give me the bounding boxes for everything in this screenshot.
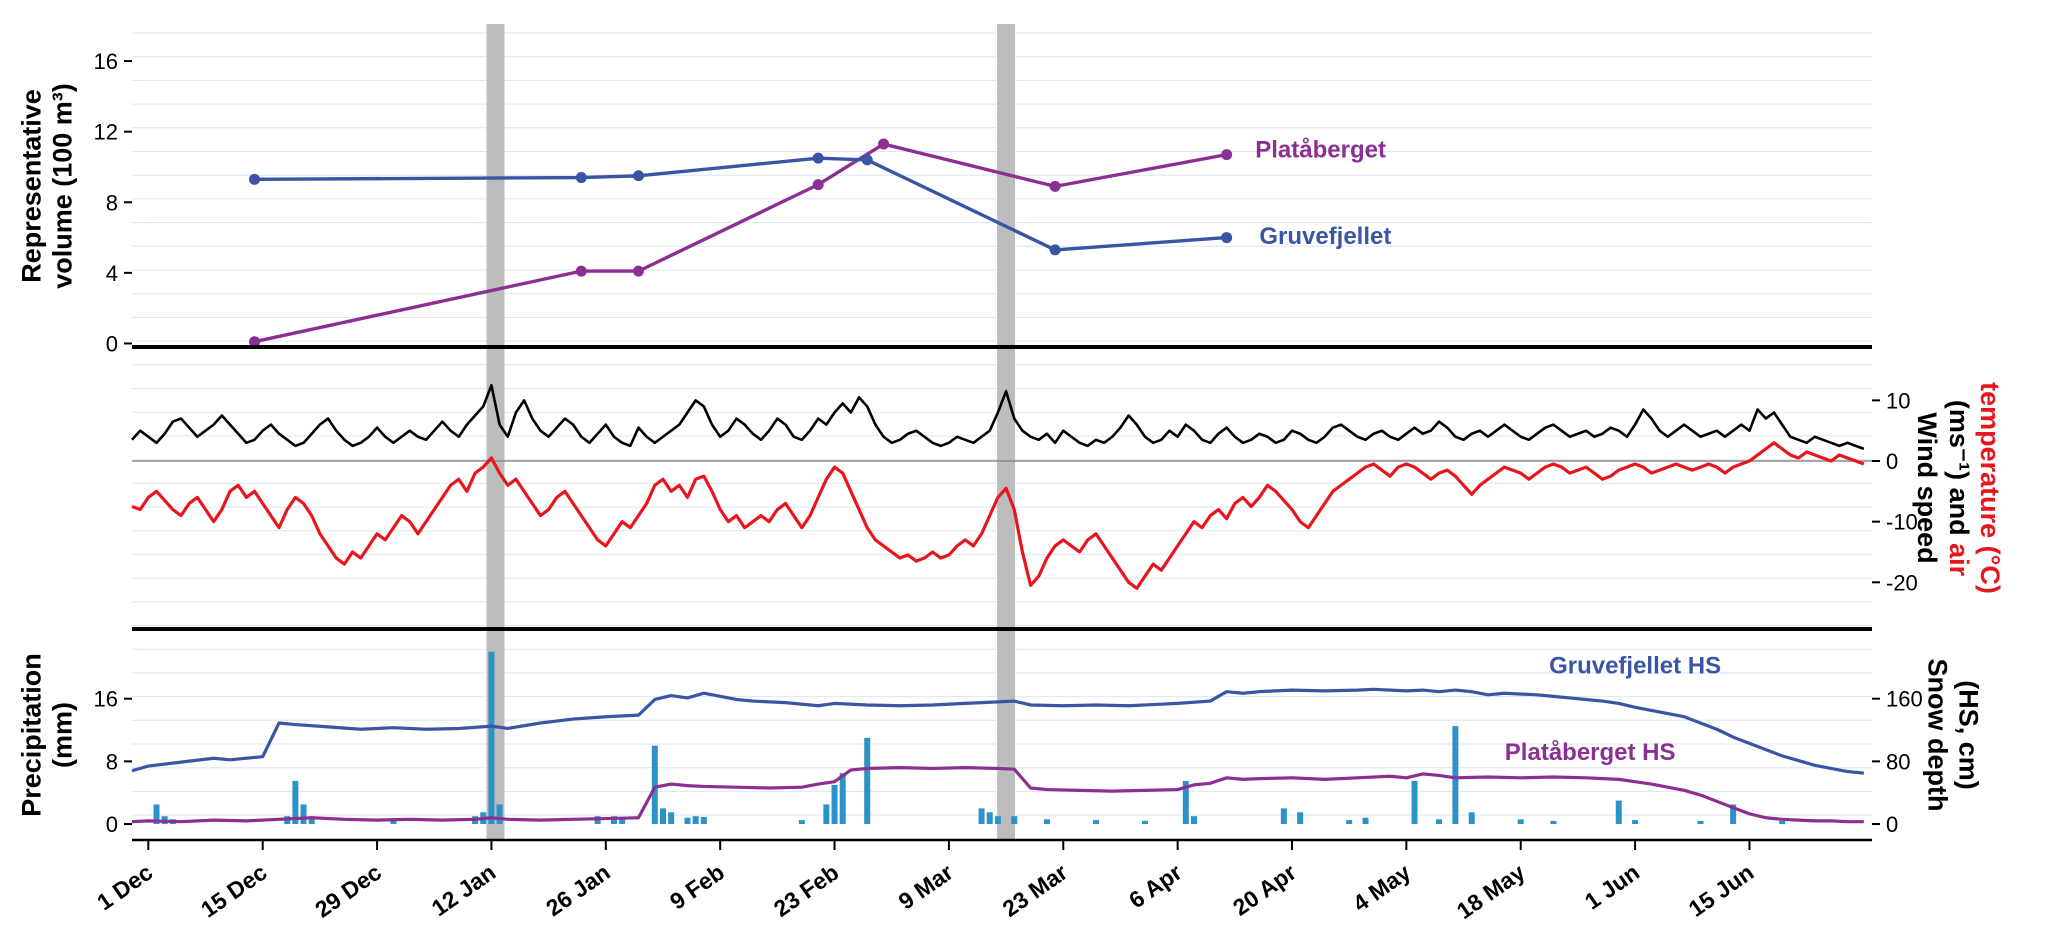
svg-text:80: 80 — [1886, 749, 1910, 774]
volume-axis-title: Representative volume (100 m³) — [17, 83, 80, 289]
svg-text:Platåberget HS: Platåberget HS — [1505, 739, 1676, 766]
svg-text:0: 0 — [106, 812, 118, 837]
svg-text:16: 16 — [94, 687, 118, 712]
svg-text:12 Jan: 12 Jan — [427, 859, 501, 921]
svg-text:-10: -10 — [1886, 510, 1918, 535]
svg-text:Gruvefjellet HS: Gruvefjellet HS — [1549, 653, 1721, 680]
volume-axis-title-line2: volume (100 m³) — [48, 83, 78, 289]
svg-text:9 Mar: 9 Mar — [894, 859, 958, 915]
svg-text:10: 10 — [1886, 388, 1910, 413]
svg-text:1 Jun: 1 Jun — [1580, 859, 1644, 915]
svg-text:0: 0 — [106, 331, 118, 356]
svg-text:8: 8 — [106, 190, 118, 215]
svg-text:160: 160 — [1886, 687, 1923, 712]
svg-text:0: 0 — [1886, 812, 1898, 837]
svg-text:18 May: 18 May — [1452, 859, 1530, 924]
snow-depth-axis-title: (HS, cm) Snow depth — [1921, 658, 1984, 812]
svg-text:15 Jun: 15 Jun — [1684, 859, 1759, 922]
svg-text:Gruvefjellet: Gruvefjellet — [1259, 223, 1391, 250]
svg-text:23 Feb: 23 Feb — [769, 859, 844, 922]
air-axis-text: air — [1943, 543, 1974, 577]
svg-text:0: 0 — [1886, 449, 1898, 474]
svg-text:4: 4 — [106, 261, 118, 286]
svg-text:-20: -20 — [1886, 570, 1918, 595]
volume-axis-title-line1: Representative — [16, 89, 47, 283]
wind-axis-text: (ms⁻¹) and — [1943, 399, 1974, 544]
svg-text:23 Mar: 23 Mar — [998, 859, 1073, 922]
svg-text:16: 16 — [94, 49, 118, 74]
svg-text:12: 12 — [94, 120, 118, 145]
svg-text:1 Dec: 1 Dec — [92, 859, 157, 916]
wind-temp-axis-title-line1: Wind speed — [1912, 412, 1943, 564]
snow-depth-axis-title-line2: (HS, cm) — [1953, 680, 1984, 790]
snow-depth-axis-title-line1: Snow depth — [1922, 658, 1952, 812]
svg-text:9 Feb: 9 Feb — [665, 859, 729, 915]
svg-text:20 Apr: 20 Apr — [1228, 859, 1301, 921]
wind-temp-axis-title: temperature (°C) (ms⁻¹) and air Wind spe… — [1911, 382, 2005, 594]
precipitation-axis-title: Precipitation (mm) — [17, 653, 80, 817]
wind-temp-axis-title-line2: (ms⁻¹) and air — [1942, 382, 1974, 594]
svg-text:15 Dec: 15 Dec — [196, 859, 272, 923]
precipitation-axis-title-line1: Precipitation — [16, 653, 47, 817]
svg-text:8: 8 — [106, 749, 118, 774]
svg-text:4 May: 4 May — [1348, 859, 1415, 917]
svg-text:Platåberget: Platåberget — [1255, 136, 1386, 163]
svg-text:26 Jan: 26 Jan — [541, 859, 615, 921]
precipitation-axis-title-line2: (mm) — [48, 702, 78, 768]
svg-text:6 Apr: 6 Apr — [1124, 859, 1186, 914]
svg-text:29 Dec: 29 Dec — [310, 859, 386, 923]
wind-temp-axis-title-line3: temperature (°C) — [1974, 382, 2005, 594]
